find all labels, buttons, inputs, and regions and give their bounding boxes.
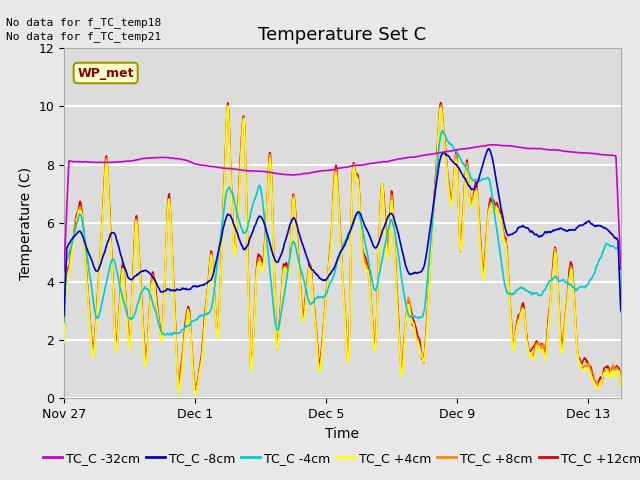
Y-axis label: Temperature (C): Temperature (C)	[19, 167, 33, 280]
Text: WP_met: WP_met	[77, 67, 134, 80]
Legend: TC_C -32cm, TC_C -8cm, TC_C -4cm, TC_C +4cm, TC_C +8cm, TC_C +12cm: TC_C -32cm, TC_C -8cm, TC_C -4cm, TC_C +…	[38, 447, 640, 470]
X-axis label: Time: Time	[325, 427, 360, 441]
Text: No data for f_TC_temp21: No data for f_TC_temp21	[6, 31, 162, 42]
Text: No data for f_TC_temp18: No data for f_TC_temp18	[6, 17, 162, 28]
Title: Temperature Set C: Temperature Set C	[259, 25, 426, 44]
